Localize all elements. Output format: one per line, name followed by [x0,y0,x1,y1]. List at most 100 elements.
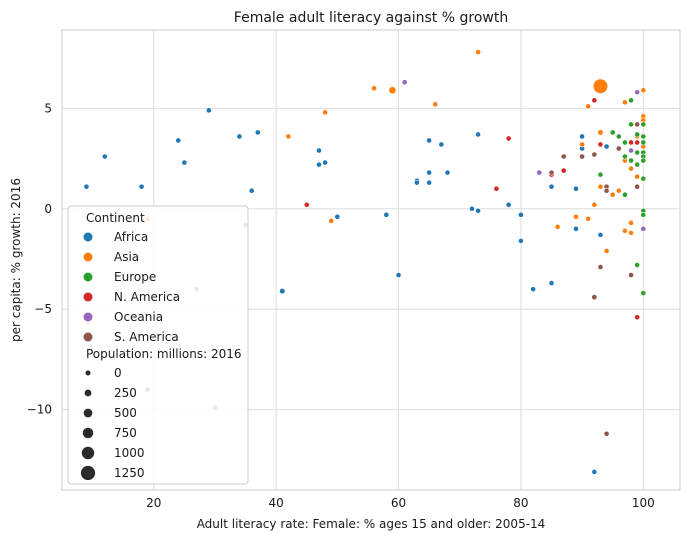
legend-label-asia: Asia [114,250,139,264]
point-asia [579,141,586,148]
point-asia [585,215,592,222]
point-europe [634,149,641,156]
point-europe [628,97,634,104]
point-africa [83,183,90,190]
legend-size-marker [85,370,91,376]
y-tick-label: −5 [34,302,52,316]
point-europe [622,153,628,160]
point-africa [517,238,524,244]
legend-marker-n-america [83,292,93,302]
point-africa [438,141,445,148]
point-africa [591,469,598,475]
legend-box [67,205,249,485]
tick-labels: 20 40 60 80 100 −10 −5 0 5 [27,101,655,510]
point-africa [316,147,322,154]
legend-size-label: 1250 [114,466,145,480]
point-s-america [628,272,634,278]
legend-label-n-america: N. America [114,290,180,304]
legend-label-africa: Africa [114,230,148,244]
point-africa [236,133,243,140]
point-europe [640,139,647,146]
legend-size-label: 750 [114,426,137,440]
y-axis-label: per capita: % growth: 2016 [9,178,23,342]
point-asia [591,201,598,208]
point-africa [597,231,604,238]
point-africa [548,183,555,190]
point-europe [609,129,616,136]
point-africa [279,288,286,295]
point-asia [371,85,378,92]
point-asia [285,133,292,140]
point-s-america [591,151,598,158]
point-europe [640,133,647,140]
point-africa [254,129,261,136]
point-n-america [628,139,634,146]
legend-size-marker [81,446,95,460]
point-s-america [591,294,598,301]
point-europe [640,157,647,164]
point-n-america [560,167,567,174]
point-asia [554,223,561,230]
point-asia [573,213,579,220]
point-n-america [597,141,604,148]
x-tick-label: 40 [269,496,284,510]
point-n-america [303,201,310,208]
point-asia [597,183,604,190]
point-africa [322,159,329,166]
point-africa [334,213,341,220]
point-europe [634,131,641,138]
point-oceania [401,79,408,86]
legend-size-marker [83,408,93,418]
point-s-america [597,264,604,270]
point-s-america [560,153,567,160]
legend-hue-title: Continent [86,211,145,225]
legend-size-label: 250 [114,386,137,400]
point-s-america [603,430,610,437]
point-europe [640,121,647,128]
point-s-america [634,183,641,190]
point-europe [634,161,641,168]
point-africa [426,137,433,144]
point-s-america [634,121,641,128]
point-asia [640,87,647,94]
point-africa [530,286,537,293]
legend-size-marker [84,389,92,397]
legend-label-s-america: S. America [114,330,179,344]
point-asia [585,103,592,110]
legend-marker-africa [83,232,93,242]
legend-label-europe: Europe [114,270,156,284]
point-africa [444,169,451,176]
point-asia [609,191,616,198]
point-africa [316,161,322,168]
point-asia [621,99,628,106]
point-africa [517,211,524,218]
point-europe [640,211,647,218]
legend-label-oceania: Oceania [114,310,163,324]
point-africa [505,201,512,208]
point-europe [622,139,628,146]
point-europe [628,121,634,128]
point-oceania [634,89,641,96]
point-europe [628,157,634,164]
legend-size-title: Population: millions: 2016 [86,347,242,361]
y-tick-label: −10 [27,403,52,417]
x-tick-label: 20 [146,496,161,510]
point-asia [592,78,609,94]
legend-size-marker [80,465,96,481]
point-n-america [634,139,641,146]
point-africa [101,153,108,160]
point-africa [573,185,579,192]
point-asia [388,86,397,95]
chart-title: Female adult literacy against % growth [234,10,508,26]
point-africa [413,179,420,186]
x-tick-label: 60 [391,496,406,510]
point-s-america [548,169,555,176]
point-africa [383,211,390,218]
point-africa [426,179,433,186]
point-europe [640,175,647,182]
point-africa [603,143,610,150]
legend-marker-oceania [83,312,93,322]
point-asia [622,227,628,234]
point-africa [548,280,555,287]
